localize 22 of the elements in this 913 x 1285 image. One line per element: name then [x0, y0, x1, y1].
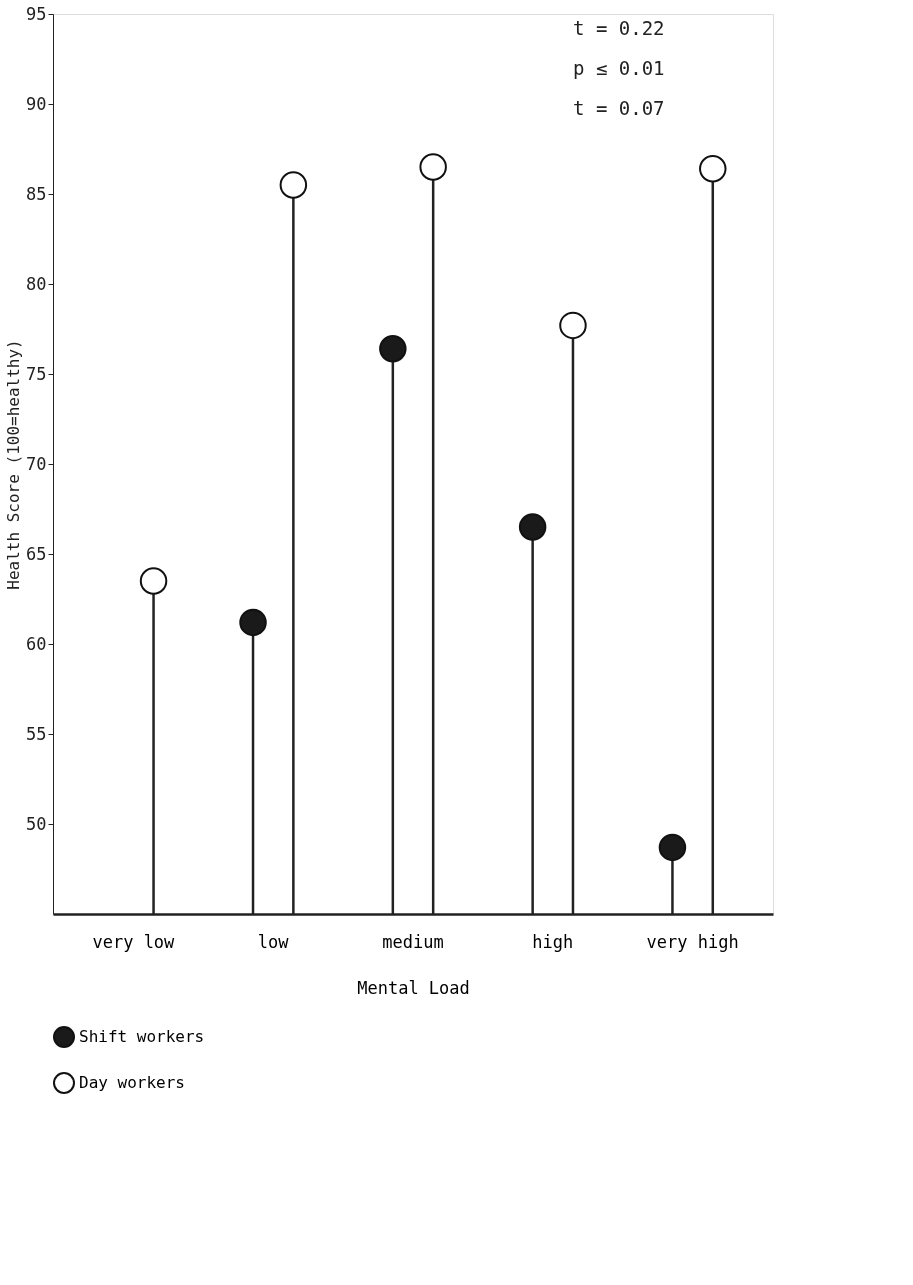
- annotation: p ≤ 0.01: [573, 57, 665, 79]
- legend-label: Shift workers: [79, 1027, 205, 1046]
- x-axis-title: Mental Load: [357, 977, 470, 998]
- y-tick-label: 80: [26, 273, 47, 294]
- x-tick-label: very low: [92, 931, 176, 952]
- x-tick-label: high: [532, 931, 574, 952]
- x-tick-label: very high: [646, 931, 739, 952]
- x-tick-label: medium: [382, 931, 444, 952]
- x-tick-label: low: [257, 931, 290, 952]
- y-tick-label: 90: [26, 93, 47, 114]
- y-tick-label: 95: [26, 3, 47, 24]
- y-tick-label: 50: [26, 813, 47, 834]
- y-tick-label: 70: [26, 453, 47, 474]
- y-tick-label: 85: [26, 183, 47, 204]
- y-tick-label: 75: [26, 363, 47, 384]
- annotation: t = 0.07: [573, 97, 665, 119]
- y-axis-title: Health Score (100=healthy): [4, 339, 24, 590]
- annotation: t = 0.22: [573, 17, 665, 39]
- y-tick-label: 65: [26, 543, 47, 564]
- y-tick-label: 60: [26, 633, 47, 654]
- legend-label: Day workers: [79, 1073, 185, 1092]
- y-tick-label: 55: [26, 723, 47, 744]
